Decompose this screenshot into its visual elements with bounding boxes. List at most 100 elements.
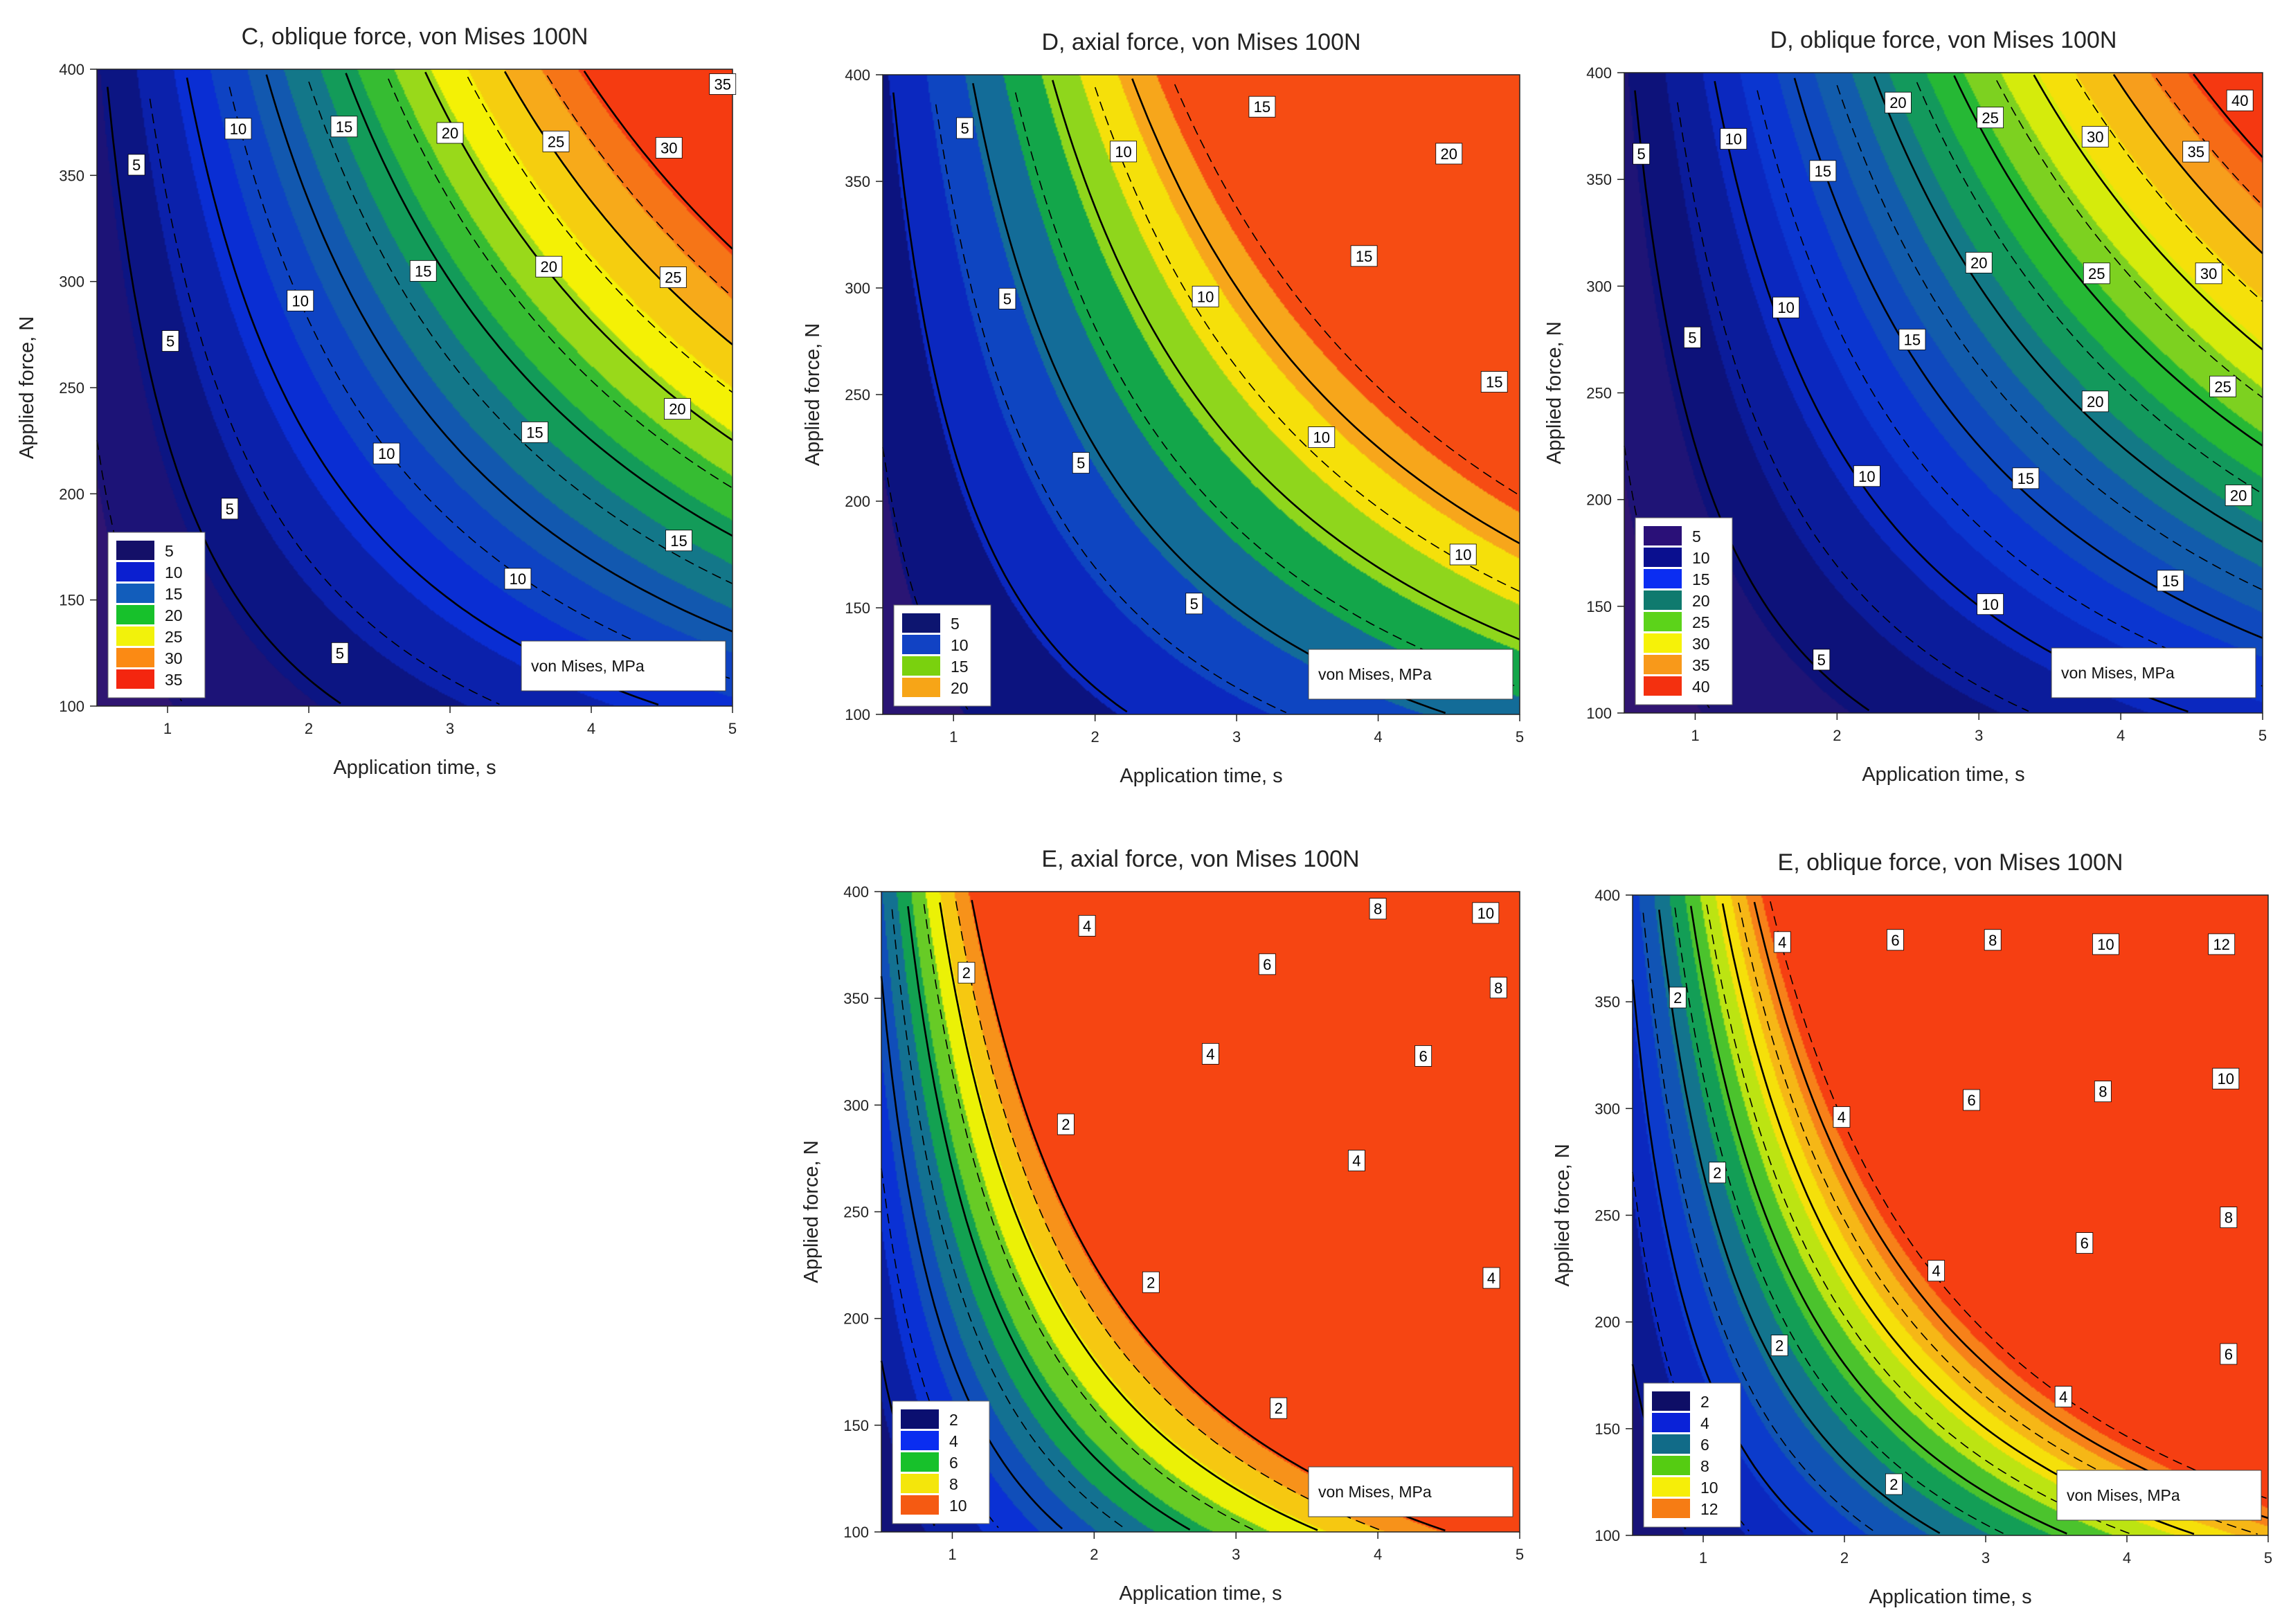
contour-label: 5: [132, 156, 141, 174]
contour-label-box: [1482, 1267, 1500, 1289]
contour-label: 15: [526, 424, 543, 441]
y-tick-label: 250: [843, 1204, 869, 1221]
contour-label-box: [1057, 1113, 1075, 1135]
x-tick-label: 5: [2264, 1549, 2272, 1567]
contour-label-box: [1078, 914, 1096, 937]
contour-line-major: [345, 73, 733, 537]
contour-label-box: [1472, 902, 1500, 924]
contour-label: 4: [1932, 1263, 1940, 1280]
contour-label-box: [1414, 1045, 1432, 1067]
contour-label: 5: [1190, 595, 1198, 613]
contour-label: 2: [1775, 1337, 1784, 1355]
contour-label: 5: [226, 500, 234, 518]
contour-label-box: [542, 130, 570, 152]
contour-label-box: [1142, 1271, 1160, 1293]
contour-line-minor: [1770, 901, 2269, 1499]
contour-label: 6: [2225, 1346, 2233, 1363]
contour-label-box: [1720, 128, 1748, 150]
legend-swatch: [116, 626, 154, 646]
contour-label: 15: [336, 118, 352, 136]
x-tick-label: 3: [1982, 1549, 1990, 1567]
legend-swatch: [1652, 1499, 1690, 1518]
legend-level-label: 15: [1692, 570, 1710, 588]
legend-level-label: 2: [1700, 1393, 1709, 1411]
contour-label-box: [1270, 1397, 1288, 1419]
contour-label-box: [409, 260, 437, 282]
contour-label: 20: [442, 125, 458, 142]
contour-label-box: [436, 122, 464, 144]
legend-level-label: 5: [165, 542, 174, 560]
value-legend-box: [2051, 647, 2256, 698]
color-legend: 2 4 6 8 10 12: [1643, 1382, 1741, 1528]
contour-label-box: [1369, 898, 1387, 920]
contour-label: 15: [2018, 470, 2034, 487]
contour-label: 10: [1455, 546, 1471, 563]
contour-label: 2: [1147, 1274, 1155, 1291]
legend-swatch: [116, 562, 154, 581]
legend-swatch: [901, 1452, 939, 1472]
contour-label: 2: [962, 964, 971, 982]
legend-level-label: 30: [1692, 635, 1710, 653]
contour-label: 15: [1356, 248, 1372, 265]
contour-label-box: [1072, 452, 1090, 473]
y-axis-label: Applied force, N: [1552, 1144, 1574, 1286]
contour-label-box: [224, 118, 252, 140]
contour-label-box: [655, 137, 683, 159]
contour-line-minor: [923, 903, 1255, 1531]
color-legend: 5 10 15 20 25 30 35: [107, 532, 206, 698]
contour-line-minor: [1677, 102, 2029, 712]
contour-line-major: [1953, 75, 2263, 446]
x-tick-label: 2: [1840, 1549, 1849, 1567]
legend-swatch: [901, 1474, 939, 1493]
chart-E-axial: 1 2 3 4 5 100 150 200 250 300 350 400 E, axial force…: [800, 846, 1524, 1605]
contour-label: 10: [1477, 905, 1494, 922]
x-tick-label: 1: [163, 720, 172, 737]
contour-label-box: [2012, 467, 2040, 489]
contour-label-box: [1809, 160, 1837, 182]
y-tick-label: 200: [1586, 491, 1612, 509]
x-tick-label: 4: [2117, 727, 2125, 744]
y-tick-label: 350: [1586, 171, 1612, 188]
contour-label-box: [2157, 570, 2184, 592]
contour-label-box: [958, 962, 976, 984]
contour-label: 6: [1419, 1047, 1428, 1065]
y-tick-label: 400: [845, 66, 870, 84]
contour-label: 15: [1254, 98, 1270, 116]
x-axis-label: Application time, s: [1120, 765, 1282, 787]
contour-line-minor: [1094, 87, 1520, 593]
legend-level-label: 40: [1692, 678, 1710, 696]
x-tick-label: 4: [587, 720, 595, 737]
contour-label-box: [1977, 107, 2004, 129]
contour-label: 2: [1889, 1476, 1898, 1493]
contour-line-major: [2112, 73, 2263, 255]
contour-label: 4: [1352, 1153, 1360, 1170]
y-tick-label: 400: [843, 883, 869, 901]
contour-label: 8: [1988, 932, 1997, 949]
chart-title: D, axial force, von Mises 100N: [1041, 29, 1360, 55]
contour-label-box: [2081, 390, 2109, 413]
x-tick-label: 3: [1975, 727, 1983, 744]
legend-swatch: [1644, 633, 1682, 653]
legend-level-label: 6: [949, 1454, 958, 1472]
contour-label: 25: [2214, 378, 2231, 395]
legend-level-label: 10: [1700, 1479, 1718, 1497]
contour-label: 10: [2097, 936, 2114, 953]
contour-line-major: [1634, 90, 1870, 712]
legend-level-label: 35: [1692, 656, 1710, 674]
contour-label: 10: [378, 445, 395, 462]
y-tick-label: 250: [59, 379, 84, 397]
value-legend-title: von Mises, MPa: [1318, 665, 1432, 683]
x-tick-label: 4: [1374, 1546, 1382, 1563]
contour-line-major: [583, 70, 733, 250]
x-tick-label: 5: [1516, 728, 1524, 746]
contour-label-box: [1813, 649, 1831, 671]
contour-label-box: [1308, 426, 1336, 448]
contour-line-minor: [1996, 80, 2263, 399]
contour-line-minor: [1174, 84, 1520, 496]
y-tick-label: 300: [845, 280, 870, 297]
contour-label-box: [221, 498, 239, 520]
y-tick-label: 400: [1594, 887, 1620, 904]
legend-swatch: [1644, 612, 1682, 631]
x-tick-label: 2: [1833, 727, 1841, 744]
contour-label: 2: [1061, 1116, 1070, 1133]
